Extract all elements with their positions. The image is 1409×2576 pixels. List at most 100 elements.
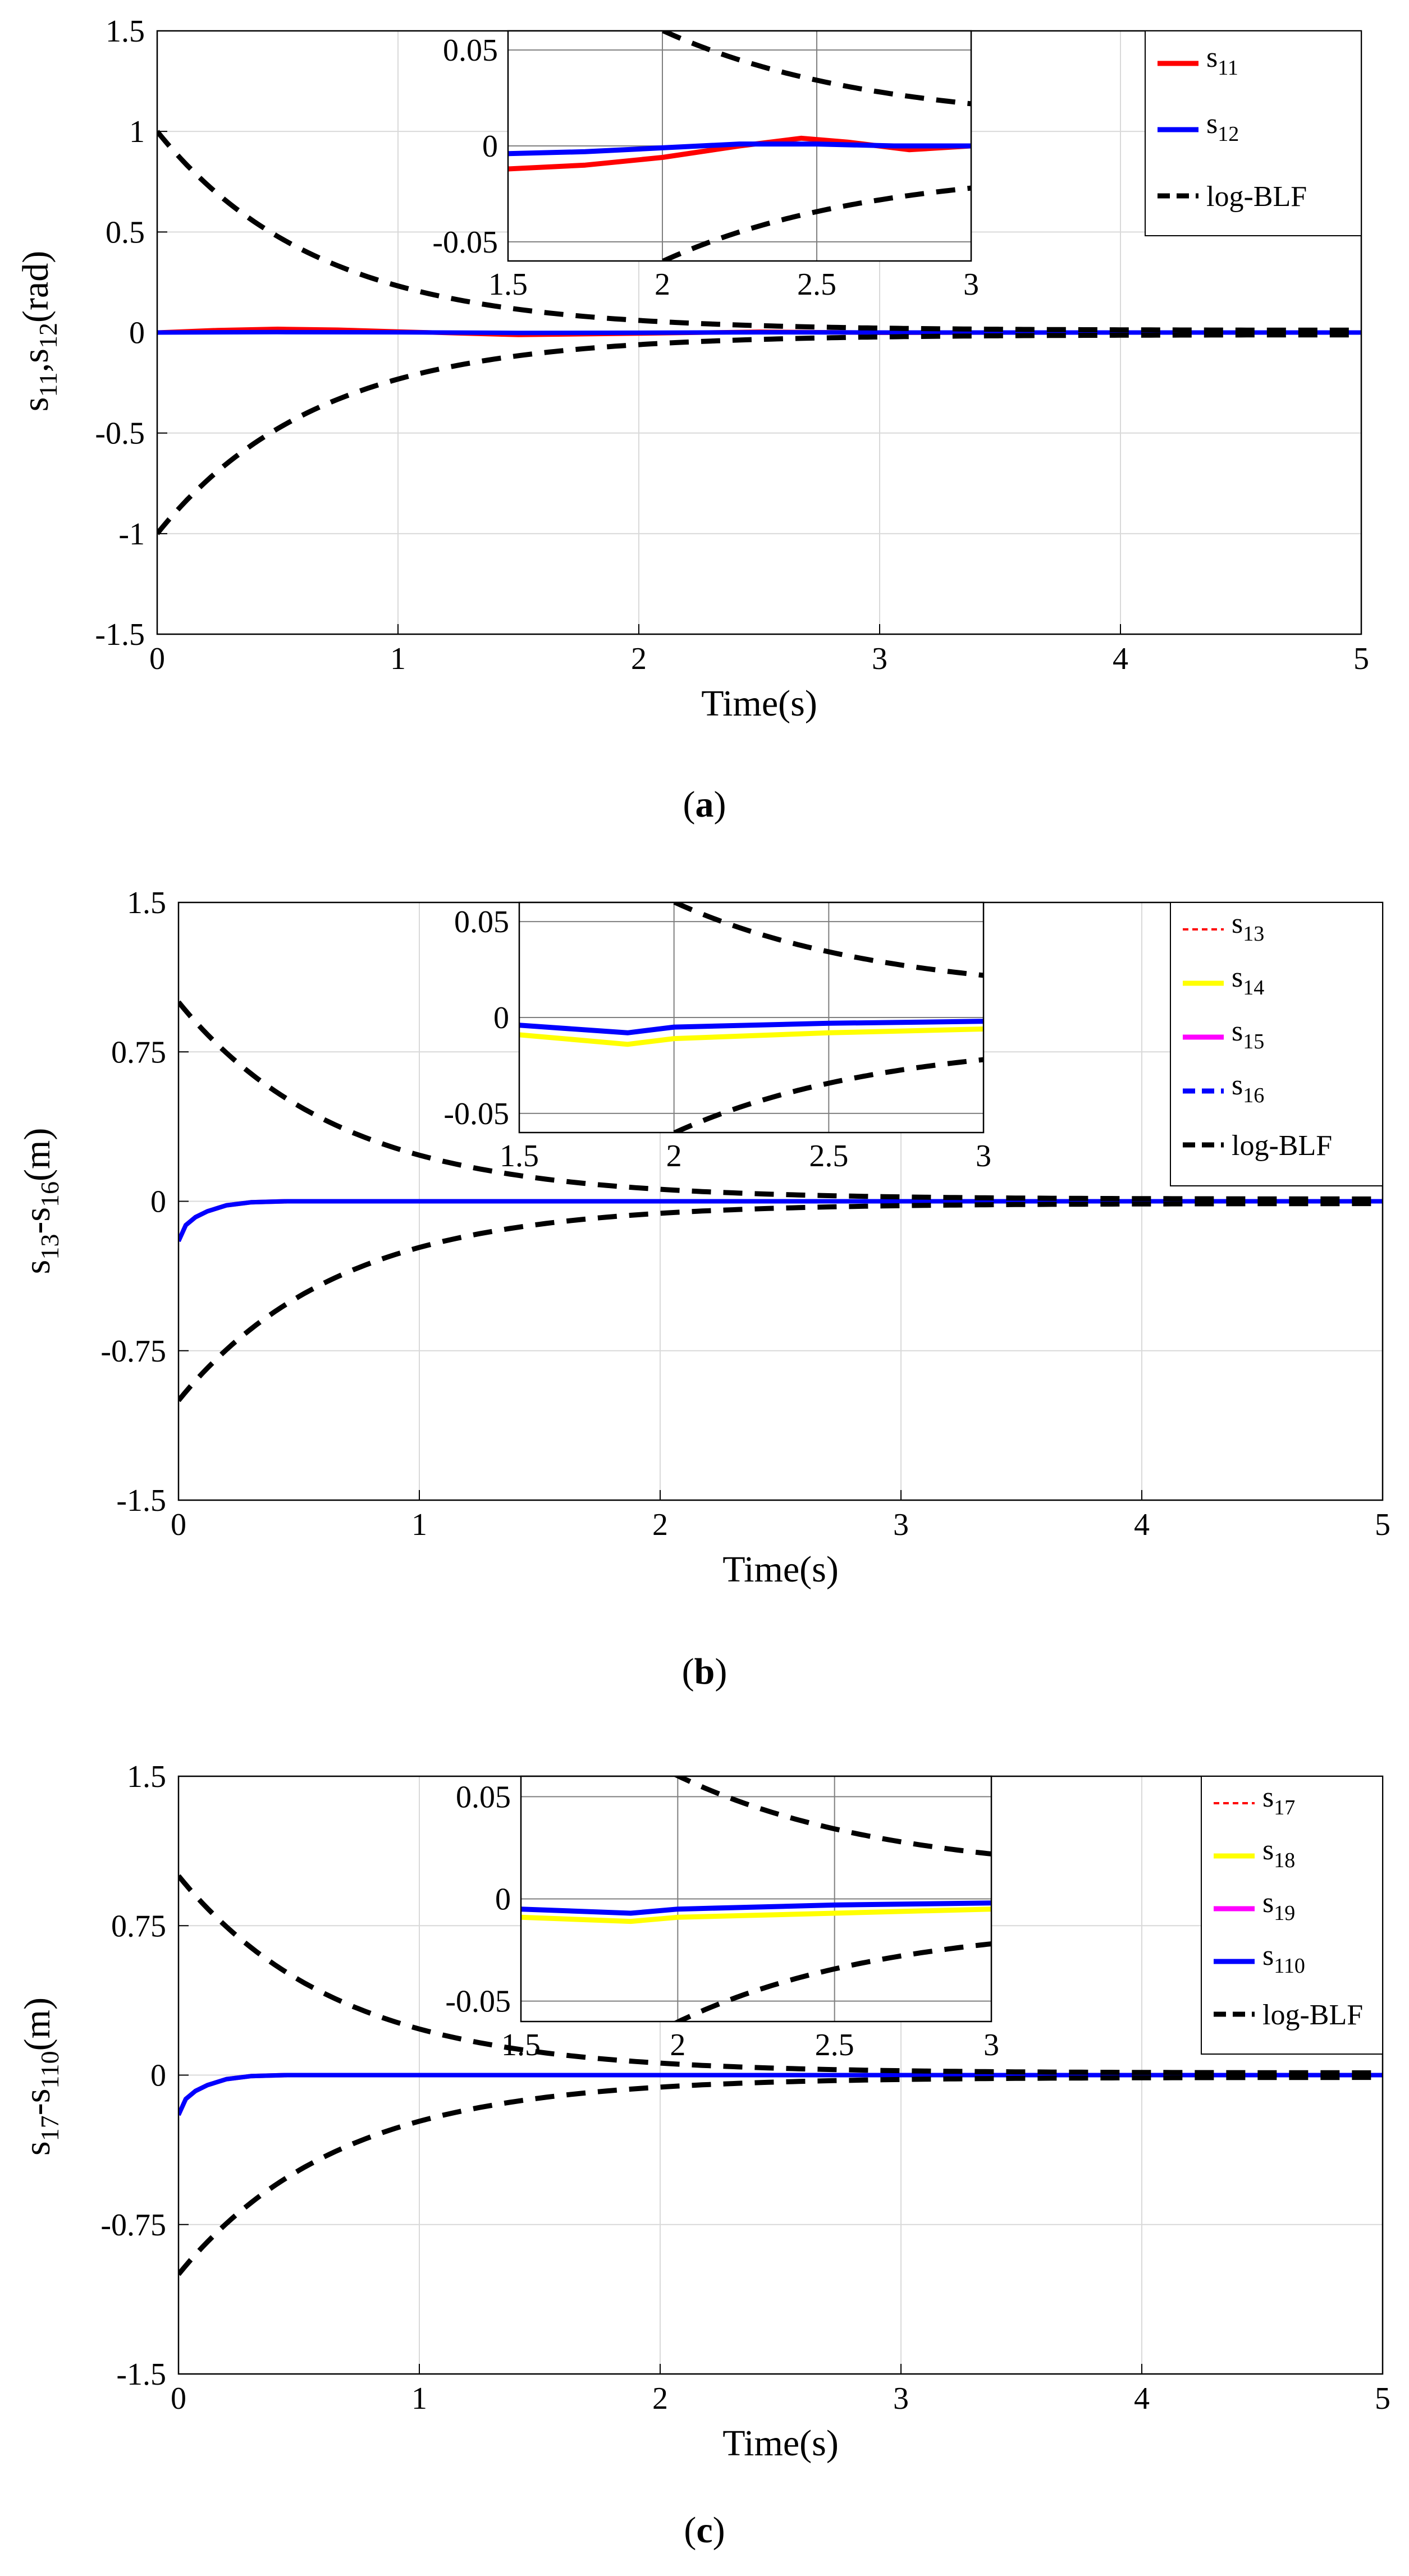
legend-label: s17 [1262,1781,1295,1819]
inset-y-tick-label: -0.05 [445,1984,511,2019]
caption-open: ( [682,1651,694,1692]
inset-y-tick-label: 0 [495,1882,511,1917]
log-blf-upper-bound [179,1874,1383,2075]
y-axis-label: s13-s16(m) [17,1128,64,1275]
inset-x-tick-label: 2.5 [815,2028,854,2062]
inset-series-line-s14 [519,1026,983,1047]
inset-y-tick-label: 0.05 [454,905,509,939]
x-tick-label: 1 [411,2381,427,2416]
panel-a: 0 1 2 3 4 51.510.50-0.5-1-1.5Time(s)s11,s12(r… [15,14,1369,825]
legend-label-base: s [1262,1887,1274,1919]
inset-x-tick-label: 2 [670,2028,685,2062]
caption-close: ) [715,1651,727,1692]
y-tick-label: 1 [129,114,145,149]
y-axis-label-base: s [17,2141,58,2156]
x-tick-label: 1 [390,641,406,676]
y-tick-label: 1.5 [106,14,145,49]
y-tick-label: -1.5 [116,1483,166,1518]
legend-label-subscript: 14 [1243,976,1264,1000]
legend-label-subscript: 17 [1274,1796,1295,1819]
y-tick-label: 1.5 [127,886,166,920]
y-tick-label: 0.75 [111,1035,166,1070]
series-line-s110 [179,2073,1383,2116]
legend-label-subscript: 15 [1243,1030,1264,1053]
inset-axes: 1.5 2 2.5 3 0.05 0 -0.05 [443,901,991,1174]
legend-label-subscript: 18 [1274,1849,1295,1872]
y-tick-label: -1.5 [95,617,145,652]
log-blf-lower-bound [179,2075,1383,2276]
y-axis-label-sub2: 110 [35,2051,64,2088]
x-axis-label: Time(s) [722,2423,839,2464]
y-tick-label: 0.5 [106,215,145,250]
x-tick-label: 3 [872,641,888,676]
y-tick-label: -0.75 [100,2208,166,2243]
inset-x-tick-label: 2 [666,1139,682,1174]
inset-x-tick-label: 1.5 [488,267,528,302]
inset-axes: 1.5 2 2.5 3 0.05 0 -0.05 [445,1775,999,2062]
main-series-group [157,130,1361,535]
inset-x-tick-label: 2.5 [797,267,836,302]
legend-label-subscript: 11 [1218,56,1238,80]
legend-label-subscript: 13 [1243,922,1264,946]
y-axis-label-sub1: 11 [34,372,62,397]
legend-label: s110 [1262,1940,1305,1978]
y-axis-label-sep: -s [17,1207,58,1234]
y-tick-label: 1.5 [127,1759,166,1794]
log-blf-lower-bound [179,1201,1383,1402]
inset-x-tick-label: 2 [655,267,670,302]
inset-y-tick-label: 0 [482,129,498,164]
y-axis-label-sep: -s [17,2089,58,2116]
inset-axes: 1.5 2 2.5 3 0.05 0 -0.05 [432,30,979,302]
caption-open: ( [683,784,696,825]
panel-caption: (c) [684,2510,725,2551]
legend-label-subscript: 12 [1218,122,1239,146]
x-tick-label: 4 [1113,641,1128,676]
legend-label: log-BLF [1232,1130,1332,1162]
x-tick-label: 4 [1134,2381,1150,2416]
x-tick-label: 2 [652,2381,668,2416]
legend-label-subscript: 19 [1274,1901,1295,1925]
legend-label-base: s [1232,1015,1243,1047]
y-tick-label: 0.75 [111,1909,166,1944]
legend-label-subscript: 16 [1243,1084,1264,1107]
y-axis-label-base: s [17,1260,58,1275]
legend-label: s14 [1232,961,1264,1000]
legend-label: log-BLF [1262,1999,1363,2031]
caption-letter: c [696,2510,712,2551]
legend-label: s12 [1206,108,1239,146]
panel-c: 0 1 2 3 4 51.50.750-0.75-1.5Time(s)s17-s110(m… [17,1759,1390,2551]
x-tick-label: 0 [149,641,165,676]
inset-x-tick-label: 3 [976,1139,991,1174]
inset-frame [507,30,972,262]
legend-label: s19 [1262,1887,1295,1925]
series-line-s12 [157,329,1361,336]
legend-label-base: s [1232,961,1243,993]
series-line-s16 [179,1199,1383,1243]
inset-series-line-s18 [521,1906,991,1924]
legend-label: s13 [1232,907,1264,946]
inset-series-group [508,31,971,261]
x-tick-label: 2 [652,1507,668,1542]
panel-caption: (b) [682,1651,728,1692]
x-tick-label: 1 [411,1507,427,1542]
x-tick-label: 5 [1353,641,1369,676]
legend-label-base: s [1206,42,1218,74]
legend-label-subscript: 110 [1274,1954,1305,1978]
x-tick-label: 0 [171,1507,186,1542]
y-tick-label: -1 [118,517,145,552]
y-tick-label: -0.75 [100,1334,166,1369]
x-tick-label: 2 [631,641,647,676]
x-tick-label: 5 [1375,2381,1390,2416]
y-axis-label-unit: (rad) [15,251,56,323]
legend-label: s15 [1232,1015,1264,1053]
y-axis-label-sub2: 12 [34,323,62,349]
inset-x-tick-label: 1.5 [500,1139,539,1174]
y-axis-label-base: s [15,397,56,412]
caption-letter: b [694,1651,715,1692]
legend-label-base: s [1232,1069,1243,1101]
main-series-group [179,1874,1383,2276]
y-axis-label: s11,s12(rad) [15,251,62,411]
inset-series-line-s16 [519,1019,983,1035]
